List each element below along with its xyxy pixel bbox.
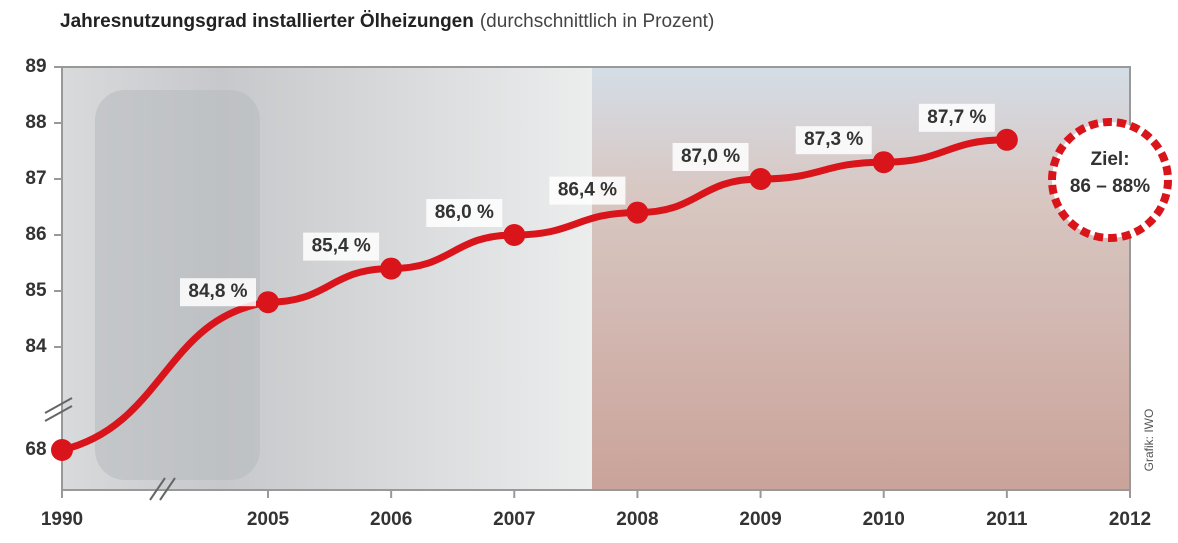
value-label: 86,0 % [435,202,494,223]
x-tick-label: 2009 [739,509,781,530]
value-label: 87,0 % [681,146,740,167]
point [749,168,772,190]
y-tick-label: 85 [25,280,47,301]
point [257,291,279,314]
x-tick-label: 2007 [493,509,535,530]
value-label: 87,3 % [804,129,863,150]
plot-frame [61,66,1131,491]
value-label-bg [180,278,256,307]
value-label-bg [795,126,872,155]
y-tick-label: 84 [25,336,47,357]
tank [95,90,260,480]
target-circle [1048,118,1172,242]
value-label-bg [303,232,380,261]
point [380,257,403,280]
y-axis-break [44,397,176,501]
value-label: 85,4 % [312,236,371,257]
value-label: 87,7 % [927,107,986,128]
chart-title: Jahresnutzungsgrad installierter Ölheizu… [60,11,714,32]
value-label-bg [549,176,626,205]
x-tick-label: 2010 [863,509,905,530]
source: Grafik: IWO [1142,409,1156,472]
value-label-bg [426,199,503,227]
y-tick-label: 88 [25,112,46,133]
x-tick-label: 2012 [1109,509,1151,530]
x-tick-label: 2005 [247,509,290,530]
y-tick-label: 87 [25,168,46,189]
point [995,128,1018,151]
target-annotation: Ziel: 86 – 88% [1048,118,1172,242]
value-label: 84,8 % [188,281,247,302]
point [626,201,649,224]
y-tick-label: 68 [25,439,46,460]
x-tick-label: 1990 [41,509,83,530]
x-tick-label: 2006 [370,509,412,530]
x-tick-label: 2008 [616,509,658,530]
y-tick-label: 86 [25,224,46,245]
value-label: 86,4 % [558,180,617,201]
point [51,439,73,461]
x-tick-label: 2011 [986,509,1028,530]
target-label: Ziel: [1090,149,1129,170]
target-range: 86 – 88% [1070,176,1150,197]
point [872,151,895,174]
point [503,224,526,246]
y-tick-label: 89 [25,56,46,77]
value-label-bg [918,103,995,132]
value-label-bg [672,143,749,171]
